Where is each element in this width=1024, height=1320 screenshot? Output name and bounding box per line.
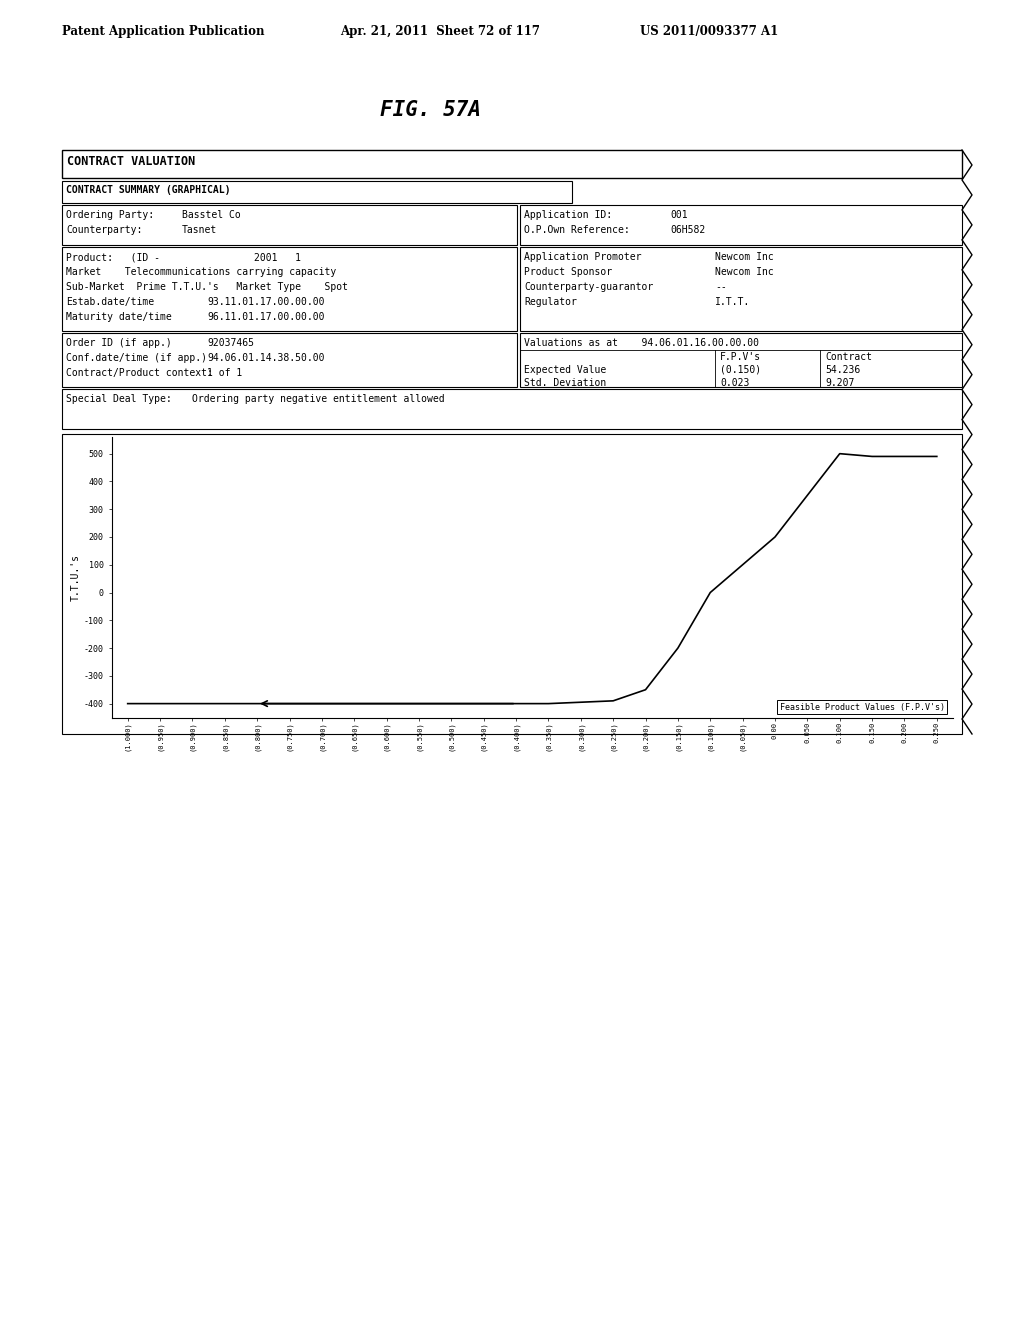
Text: CONTRACT SUMMARY (GRAPHICAL): CONTRACT SUMMARY (GRAPHICAL) xyxy=(66,185,230,195)
Bar xyxy=(62,434,962,734)
Text: Application Promoter: Application Promoter xyxy=(524,252,641,261)
Text: Valuations as at    94.06.01.16.00.00.00: Valuations as at 94.06.01.16.00.00.00 xyxy=(524,338,759,348)
Text: Sub-Market  Prime T.T.U.'s   Market Type    Spot: Sub-Market Prime T.T.U.'s Market Type Sp… xyxy=(66,282,348,292)
Bar xyxy=(62,389,962,429)
Text: Special Deal Type:: Special Deal Type: xyxy=(66,393,172,404)
Text: 92037465: 92037465 xyxy=(207,338,254,348)
Text: 96.11.01.17.00.00.00: 96.11.01.17.00.00.00 xyxy=(207,312,325,322)
Text: FIG. 57A: FIG. 57A xyxy=(380,100,480,120)
Text: Conf.date/time (if app.): Conf.date/time (if app.) xyxy=(66,352,207,363)
Text: 06H582: 06H582 xyxy=(670,224,706,235)
Text: 0.023: 0.023 xyxy=(720,378,750,388)
Text: CONTRACT VALUATION: CONTRACT VALUATION xyxy=(67,154,196,168)
Bar xyxy=(62,181,572,203)
Text: Estab.date/time: Estab.date/time xyxy=(66,297,155,308)
Text: Ordering party negative entitlement allowed: Ordering party negative entitlement allo… xyxy=(193,393,444,404)
Text: Order ID (if app.): Order ID (if app.) xyxy=(66,338,172,348)
Text: 54.236: 54.236 xyxy=(825,366,860,375)
Text: Feasible Product Values (F.P.V's): Feasible Product Values (F.P.V's) xyxy=(779,702,944,711)
Text: I.T.T.: I.T.T. xyxy=(715,297,751,308)
Text: Newcom Inc: Newcom Inc xyxy=(715,252,774,261)
Text: F.P.V's: F.P.V's xyxy=(720,352,761,362)
Bar xyxy=(520,205,962,246)
Text: 9.207: 9.207 xyxy=(825,378,854,388)
Text: --: -- xyxy=(715,282,727,292)
Text: Newcom Inc: Newcom Inc xyxy=(715,267,774,277)
Text: Apr. 21, 2011  Sheet 72 of 117: Apr. 21, 2011 Sheet 72 of 117 xyxy=(340,25,540,38)
Text: 93.11.01.17.00.00.00: 93.11.01.17.00.00.00 xyxy=(207,297,325,308)
Text: Patent Application Publication: Patent Application Publication xyxy=(62,25,264,38)
Text: Maturity date/time: Maturity date/time xyxy=(66,312,172,322)
Bar xyxy=(520,333,962,387)
Text: 001: 001 xyxy=(670,210,688,220)
Bar xyxy=(520,247,962,331)
Bar xyxy=(62,247,517,331)
Bar xyxy=(62,333,517,387)
Text: Market    Telecommunications carrying capacity: Market Telecommunications carrying capac… xyxy=(66,267,336,277)
Text: O.P.Own Reference:: O.P.Own Reference: xyxy=(524,224,630,235)
Bar xyxy=(62,205,517,246)
Text: Tasnet: Tasnet xyxy=(182,224,217,235)
Text: Product Sponsor: Product Sponsor xyxy=(524,267,612,277)
Text: Regulator: Regulator xyxy=(524,297,577,308)
Text: Basstel Co: Basstel Co xyxy=(182,210,241,220)
Y-axis label: T.T.U.'s: T.T.U.'s xyxy=(71,554,81,601)
Text: Counterparty:: Counterparty: xyxy=(66,224,142,235)
Text: Std. Deviation: Std. Deviation xyxy=(524,378,606,388)
Text: US 2011/0093377 A1: US 2011/0093377 A1 xyxy=(640,25,778,38)
Text: Contract/Product context:: Contract/Product context: xyxy=(66,368,213,378)
Text: 94.06.01.14.38.50.00: 94.06.01.14.38.50.00 xyxy=(207,352,325,363)
Text: Expected Value: Expected Value xyxy=(524,366,606,375)
Text: Contract: Contract xyxy=(825,352,872,362)
Text: Ordering Party:: Ordering Party: xyxy=(66,210,155,220)
Text: (0.150): (0.150) xyxy=(720,366,761,375)
Text: Application ID:: Application ID: xyxy=(524,210,612,220)
Text: 1 of 1: 1 of 1 xyxy=(207,368,243,378)
Bar xyxy=(62,150,962,178)
Text: Counterparty-guarantor: Counterparty-guarantor xyxy=(524,282,653,292)
Text: Product:   (ID -                2001   1: Product: (ID - 2001 1 xyxy=(66,252,301,261)
